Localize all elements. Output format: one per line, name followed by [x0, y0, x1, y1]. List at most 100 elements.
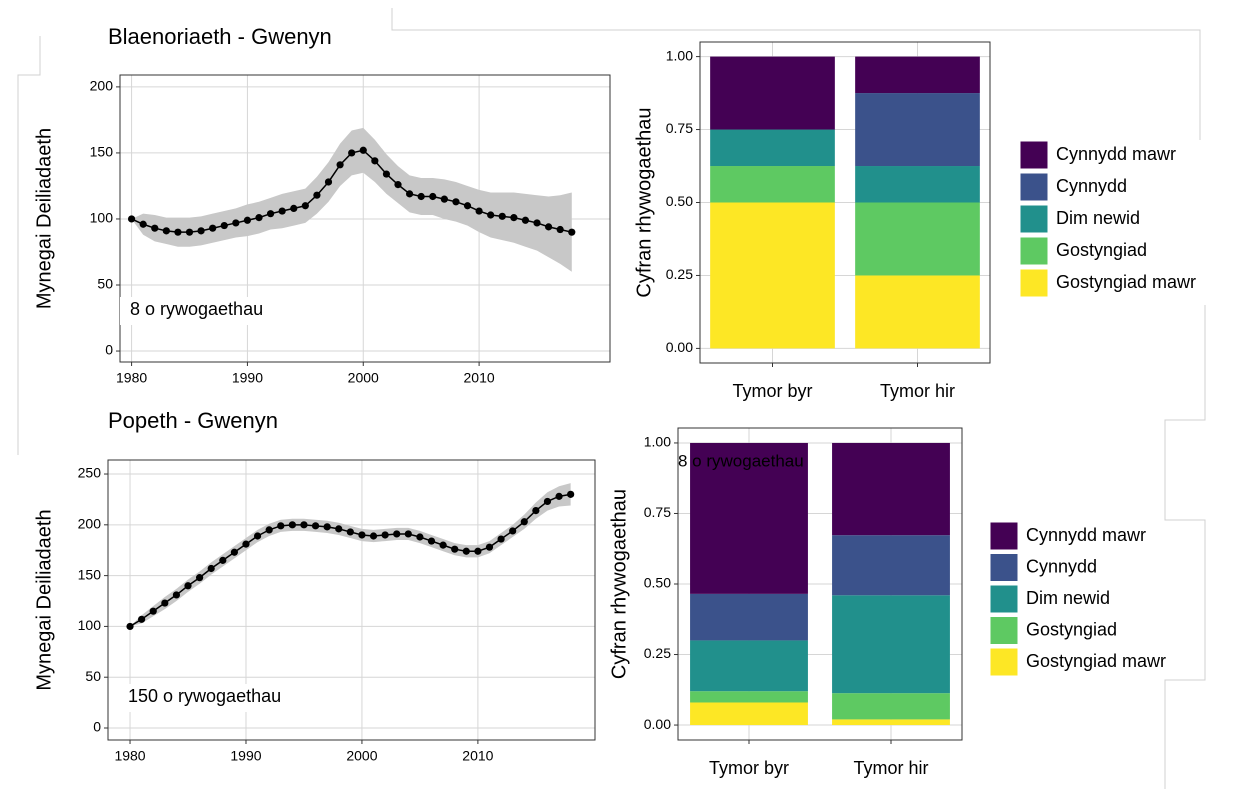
point	[416, 533, 424, 541]
point	[138, 615, 146, 623]
point	[197, 227, 205, 235]
bar-segment	[690, 702, 808, 726]
decoration	[17, 8, 1206, 789]
point	[313, 191, 321, 199]
point	[220, 221, 228, 230]
frame-line	[1164, 305, 1206, 789]
confidence-band	[131, 127, 572, 272]
legend-label: Dim newid	[1056, 208, 1140, 228]
legend-swatch	[989, 584, 1019, 614]
legend-swatch	[1019, 204, 1049, 234]
bar-segment	[855, 93, 980, 167]
x-tick-label: 1980	[114, 748, 145, 764]
point	[568, 228, 576, 236]
point	[324, 178, 333, 186]
bar-segment	[832, 535, 950, 596]
point	[278, 207, 286, 215]
point	[266, 210, 275, 218]
point	[567, 490, 575, 498]
point	[462, 547, 470, 555]
legend-label: Gostyngiad	[1056, 240, 1147, 260]
point	[498, 212, 506, 220]
point	[452, 198, 460, 206]
x-tick-label: 2000	[348, 370, 379, 386]
point	[288, 521, 296, 529]
y-tick-label: 0	[105, 342, 113, 358]
point	[556, 225, 564, 234]
point	[149, 607, 157, 615]
point	[336, 161, 344, 169]
chart: Blaenoriaeth - Gwenyn Mynegai Deiliadaeth…	[33, 24, 611, 386]
x-tick-label: 2010	[462, 748, 493, 764]
point	[162, 227, 170, 235]
y-tick-label: 250	[78, 465, 102, 481]
annotation-box	[118, 684, 313, 712]
y-tick-label: 0.75	[644, 504, 671, 520]
y-tick-label: 200	[90, 78, 114, 94]
point	[243, 216, 252, 224]
bar-segment	[690, 593, 808, 641]
point	[417, 192, 425, 201]
point	[255, 214, 263, 222]
point	[290, 204, 298, 212]
point	[232, 219, 240, 227]
x-tick-label: Tymor byr	[709, 758, 789, 778]
y-tick-label: 50	[97, 276, 113, 292]
x-tick-label: 1980	[116, 370, 147, 386]
point	[485, 543, 494, 551]
point	[555, 492, 563, 500]
point	[172, 591, 181, 599]
point	[520, 518, 528, 526]
y-tick-label: 0.00	[644, 716, 671, 732]
y-tick-label: 0.50	[644, 575, 671, 591]
point	[532, 506, 540, 515]
point	[393, 530, 401, 538]
point	[394, 181, 402, 189]
point	[161, 599, 169, 607]
y-tick-label: 100	[90, 210, 114, 226]
point	[533, 219, 541, 227]
point	[311, 522, 320, 530]
x-tick-label: 2000	[346, 748, 377, 764]
point	[219, 556, 227, 564]
point	[185, 228, 194, 236]
confidence-band	[130, 483, 571, 627]
y-axis-label: Mynegai Deiliadaeth	[33, 509, 55, 690]
point	[253, 532, 262, 540]
annotation: 8 o rywogaethau	[130, 299, 263, 319]
point	[184, 582, 192, 590]
annotation: 150 o rywogaethau	[128, 686, 281, 706]
frame-line	[17, 36, 41, 455]
y-axis-label: Cyfran rhywogaethau	[608, 489, 630, 679]
point	[174, 228, 182, 236]
y-tick-label: 0.00	[666, 339, 693, 355]
legend-swatch	[1019, 268, 1049, 298]
chart-title: Popeth - Gwenyn	[108, 408, 278, 433]
point	[545, 223, 553, 231]
legend-label: Gostyngiad mawr	[1056, 272, 1196, 292]
bar-segment	[855, 275, 980, 349]
point	[300, 521, 308, 529]
annotation: 8 o rywogaethau	[678, 451, 804, 470]
bar-segment	[855, 166, 980, 203]
point	[230, 548, 238, 556]
point	[381, 531, 389, 539]
point	[474, 547, 482, 555]
legend-swatch	[989, 521, 1019, 551]
y-tick-label: 1.00	[644, 434, 671, 450]
point	[196, 574, 204, 582]
bar-segment	[855, 56, 980, 94]
bar-segment	[832, 442, 950, 536]
point	[509, 527, 517, 535]
point	[358, 531, 366, 539]
point	[463, 202, 472, 210]
y-axis-label: Mynegai Deiliadaeth	[33, 128, 55, 309]
point	[126, 622, 134, 631]
y-tick-label: 150	[78, 566, 102, 582]
bar-segment	[690, 691, 808, 703]
legend-swatch	[989, 647, 1019, 677]
y-tick-label: 0.25	[644, 645, 671, 661]
bar-segment	[710, 166, 835, 203]
x-tick-label: 1990	[232, 370, 263, 386]
